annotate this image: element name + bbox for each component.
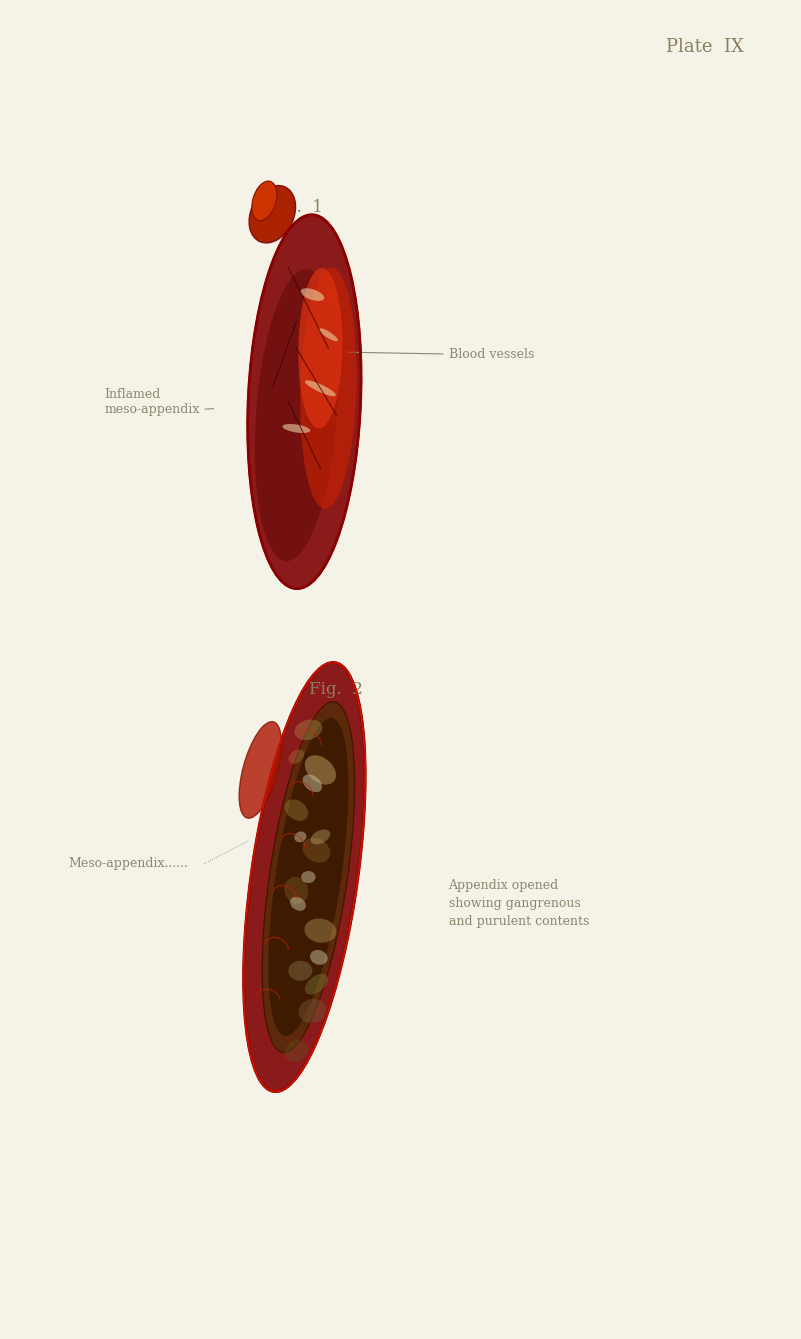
Ellipse shape — [301, 870, 316, 884]
Text: Blood vessels: Blood vessels — [347, 348, 534, 362]
Ellipse shape — [284, 877, 308, 904]
Ellipse shape — [295, 719, 322, 740]
Ellipse shape — [248, 214, 361, 589]
Ellipse shape — [255, 269, 338, 561]
Text: Fig.  2: Fig. 2 — [309, 682, 364, 698]
Ellipse shape — [311, 829, 330, 845]
Ellipse shape — [303, 838, 330, 862]
Text: Inflamed
meso-appendix: Inflamed meso-appendix — [104, 388, 214, 415]
Ellipse shape — [249, 186, 296, 242]
Ellipse shape — [299, 999, 326, 1023]
Ellipse shape — [284, 799, 308, 821]
Ellipse shape — [268, 718, 348, 1036]
Ellipse shape — [244, 663, 365, 1091]
Ellipse shape — [288, 961, 312, 980]
Ellipse shape — [319, 328, 338, 341]
Text: Plate  IX: Plate IX — [666, 37, 744, 56]
Ellipse shape — [305, 973, 328, 995]
Text: Fig.  1: Fig. 1 — [269, 200, 324, 216]
Text: Appendix opened
showing gangrenous
and purulent contents: Appendix opened showing gangrenous and p… — [449, 880, 589, 928]
Ellipse shape — [290, 897, 306, 911]
Text: Meso-appendix......: Meso-appendix...... — [68, 857, 188, 870]
Ellipse shape — [284, 1040, 308, 1062]
Ellipse shape — [310, 949, 328, 965]
Ellipse shape — [288, 750, 304, 763]
Ellipse shape — [300, 268, 356, 509]
Ellipse shape — [300, 288, 324, 301]
Ellipse shape — [295, 832, 306, 842]
Ellipse shape — [239, 722, 281, 818]
Ellipse shape — [305, 380, 336, 396]
Ellipse shape — [304, 919, 336, 943]
Ellipse shape — [298, 268, 343, 428]
Ellipse shape — [305, 755, 336, 785]
Ellipse shape — [262, 702, 355, 1052]
Ellipse shape — [252, 181, 277, 221]
Ellipse shape — [303, 774, 322, 793]
Ellipse shape — [283, 424, 310, 432]
